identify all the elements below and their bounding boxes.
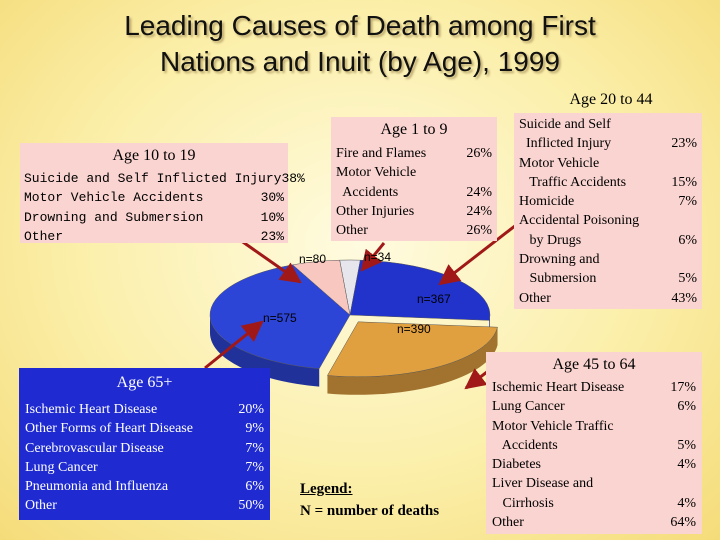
slice-age-45-64-side — [327, 327, 498, 395]
age-20-44-label: Motor Vehicle — [519, 155, 600, 171]
age-45-64-value: 6% — [677, 399, 696, 415]
age-20-44-label: Accidental Poisoning — [519, 213, 640, 229]
arrow-age-65-plus — [204, 320, 264, 370]
age-1-9-label: Other Injuries — [336, 203, 415, 219]
arrow-age-20-44 — [438, 220, 521, 286]
age-45-64-label: Diabetes — [492, 457, 541, 473]
age-45-64-value: 4% — [677, 495, 696, 511]
age-10-19-box: Age 10 to 19 Suicide and Self Inflicted … — [20, 143, 305, 244]
age-65-plus-box: Age 65+ Ischemic Heart Disease 20% Other … — [19, 368, 270, 520]
age-1-9-box: Age 1 to 9 Fire and Flames 26% Motor Vehi… — [331, 117, 497, 241]
age-45-64-label: Accidents — [492, 437, 558, 453]
age-1-9-label: Other — [336, 223, 368, 239]
pie-label-age-10-19: n=80 — [299, 252, 327, 266]
legend-title: Legend: — [300, 481, 353, 497]
age-45-64-label: Motor Vehicle Traffic — [492, 418, 614, 434]
age-20-44-label: Inflicted Injury — [519, 136, 612, 152]
age-65-plus-heading: Age 65+ — [116, 374, 173, 391]
age-20-44-value: 15% — [671, 174, 697, 190]
age-45-64-label: Liver Disease and — [492, 476, 594, 492]
age-45-64-box: Age 45 to 64 Ischemic Heart Disease 17% L… — [486, 352, 702, 534]
age-10-19-value: 38% — [281, 171, 305, 186]
age-45-64-heading: Age 45 to 64 — [552, 356, 636, 373]
age-45-64-label: Ischemic Heart Disease — [492, 380, 625, 395]
age-10-19-value: 10% — [260, 209, 284, 225]
age-65-plus-label: Ischemic Heart Disease — [25, 402, 158, 417]
age-20-44-value: 23% — [671, 136, 697, 152]
age-65-plus-label: Other Forms of Heart Disease — [25, 421, 193, 437]
age-1-9-label: Motor Vehicle — [336, 165, 417, 181]
age-20-44-label: Submersion — [519, 271, 597, 287]
pie-slices — [209, 259, 498, 395]
age-10-19-value: 23% — [260, 228, 284, 244]
page-title: Leading Causes of Death among First Nati… — [0, 8, 720, 80]
age-20-44-label: by Drugs — [519, 232, 582, 248]
age-65-plus-value: 7% — [245, 459, 264, 475]
age-1-9-label: Fire and Flames — [336, 146, 427, 161]
age-10-19-label: Other — [24, 228, 64, 244]
age-10-19-heading: Age 10 to 19 — [112, 147, 196, 164]
pie-label-age-65-plus: n=575 — [263, 311, 297, 325]
slice-age-20-44 — [349, 259, 491, 321]
age-65-plus-label: Pneumonia and Influenza — [25, 479, 169, 495]
age-20-44-label: Traffic Accidents — [519, 174, 627, 190]
slice-age-65-plus — [209, 264, 351, 369]
age-65-plus-value: 9% — [245, 421, 264, 437]
age-10-19-label: Drowning and Submersion — [24, 209, 204, 225]
age-20-44-heading: Age 20 to 44 — [569, 91, 653, 108]
age-20-44-label: Other — [519, 290, 551, 306]
age-45-64-label: Cirrhosis — [492, 495, 554, 511]
age-65-plus-label: Lung Cancer — [25, 459, 98, 475]
arrow-age-1-9 — [360, 242, 386, 272]
age-20-44-label: Homicide — [519, 194, 575, 210]
arrow-age-10-19 — [239, 238, 302, 284]
age-65-plus-label: Other — [25, 498, 57, 514]
age-10-19-label: Suicide and Self Inflicted Injury — [24, 171, 282, 186]
age-45-64-value: 64% — [670, 515, 696, 531]
pie-label-age-1-9: n=34 — [364, 250, 392, 264]
pie-label-age-45-64: n=390 — [397, 322, 431, 336]
age-20-44-value: 6% — [678, 232, 697, 248]
age-65-plus-value: 7% — [245, 440, 264, 456]
age-1-9-label: Accidents — [336, 184, 399, 200]
age-45-64-label: Lung Cancer — [492, 399, 565, 415]
age-1-9-value: 24% — [466, 184, 492, 200]
age-20-44-value: 43% — [671, 290, 697, 306]
age-45-64-value: 5% — [677, 437, 696, 453]
title-line-1: Leading Causes of Death among First — [124, 10, 596, 41]
slice-age-65-plus-side — [210, 315, 320, 387]
slice-age-45-64 — [327, 321, 498, 378]
age-20-44-value: 5% — [678, 271, 697, 287]
age-1-9-heading: Age 1 to 9 — [380, 121, 448, 138]
pie-label-age-20-44: n=367 — [417, 292, 451, 306]
age-20-44-label: Drowning and — [519, 252, 600, 268]
age-1-9-value: 26% — [466, 223, 492, 239]
age-65-plus-value: 6% — [245, 479, 264, 495]
age-45-64-value: 4% — [677, 457, 696, 473]
title-line-2: Nations and Inuit (by Age), 1999 — [159, 46, 561, 77]
age-20-44-label: Suicide and Self — [519, 117, 611, 132]
age-65-plus-label: Cerebrovascular Disease — [25, 440, 164, 456]
age-10-19-label: Motor Vehicle Accidents — [24, 190, 204, 206]
age-45-64-label: Other — [492, 515, 524, 531]
age-65-plus-value: 20% — [238, 402, 264, 417]
age-1-9-value: 24% — [466, 203, 492, 219]
legend-text: N = number of deaths — [300, 503, 440, 519]
age-10-19-value: 30% — [260, 190, 284, 206]
age-65-plus-value: 50% — [238, 498, 264, 514]
age-20-44-box: Suicide and Self Inflicted Injury 23% Mot… — [514, 113, 702, 309]
age-45-64-value: 17% — [670, 380, 696, 395]
legend: Legend: N = number of deaths — [300, 478, 439, 522]
age-20-44-value: 7% — [678, 194, 697, 210]
age-1-9-value: 26% — [466, 146, 492, 161]
